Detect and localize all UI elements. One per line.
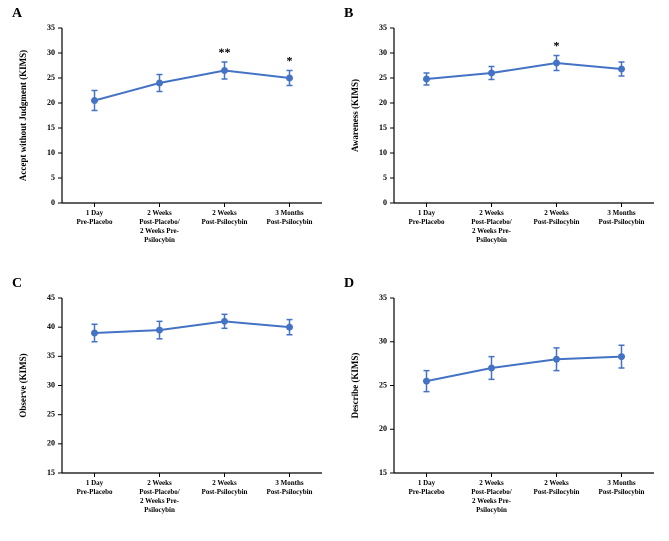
svg-text:15: 15 — [379, 468, 387, 477]
svg-text:25: 25 — [379, 73, 387, 82]
svg-text:20: 20 — [379, 424, 387, 433]
svg-text:Post-Placebo/: Post-Placebo/ — [471, 488, 512, 496]
panel-label-d: D — [344, 276, 354, 292]
svg-text:5: 5 — [383, 173, 387, 182]
svg-text:15: 15 — [47, 468, 55, 477]
svg-text:Post-Psilocybin: Post-Psilocybin — [267, 218, 313, 226]
svg-text:1 Day: 1 Day — [418, 209, 436, 217]
svg-text:2 Weeks Pre-: 2 Weeks Pre- — [140, 497, 180, 505]
svg-text:35: 35 — [379, 293, 387, 302]
svg-text:3 Months: 3 Months — [275, 479, 303, 487]
svg-text:*: * — [287, 54, 293, 68]
svg-text:15: 15 — [47, 123, 55, 132]
svg-text:Accept without Judgment (KIMS): Accept without Judgment (KIMS) — [18, 50, 28, 181]
svg-text:Post-Psilocybin: Post-Psilocybin — [202, 488, 248, 496]
svg-text:2 Weeks Pre-: 2 Weeks Pre- — [472, 497, 512, 505]
svg-text:0: 0 — [51, 198, 55, 207]
svg-text:Psilocybin: Psilocybin — [144, 506, 175, 514]
svg-text:Post-Psilocybin: Post-Psilocybin — [599, 488, 645, 496]
svg-text:30: 30 — [379, 337, 387, 346]
svg-text:Post-Psilocybin: Post-Psilocybin — [534, 218, 580, 226]
svg-text:Post-Psilocybin: Post-Psilocybin — [599, 218, 645, 226]
svg-text:Pre-Placebo: Pre-Placebo — [408, 488, 445, 496]
svg-text:**: ** — [219, 45, 231, 59]
svg-text:Post-Psilocybin: Post-Psilocybin — [202, 218, 248, 226]
svg-text:1 Day: 1 Day — [86, 479, 104, 487]
svg-text:Post-Placebo/: Post-Placebo/ — [139, 488, 180, 496]
svg-text:2 Weeks: 2 Weeks — [544, 209, 569, 217]
panel-d: 15202530351 DayPre-Placebo2 WeeksPost-Pl… — [344, 278, 664, 533]
svg-text:2 Weeks Pre-: 2 Weeks Pre- — [140, 227, 180, 235]
svg-text:20: 20 — [47, 439, 55, 448]
svg-text:Pre-Placebo: Pre-Placebo — [408, 218, 445, 226]
svg-text:2 Weeks: 2 Weeks — [479, 209, 504, 217]
svg-text:Pre-Placebo: Pre-Placebo — [76, 488, 113, 496]
svg-text:25: 25 — [47, 73, 55, 82]
svg-text:30: 30 — [47, 380, 55, 389]
svg-text:10: 10 — [47, 148, 55, 157]
svg-text:2 Weeks: 2 Weeks — [212, 479, 237, 487]
svg-text:3 Months: 3 Months — [607, 209, 635, 217]
svg-text:2 Weeks: 2 Weeks — [544, 479, 569, 487]
svg-text:Observe (KIMS): Observe (KIMS) — [18, 353, 28, 417]
svg-text:Psilocybin: Psilocybin — [476, 236, 507, 244]
svg-text:Psilocybin: Psilocybin — [144, 236, 175, 244]
svg-text:10: 10 — [379, 148, 387, 157]
svg-text:35: 35 — [379, 23, 387, 32]
svg-text:45: 45 — [47, 293, 55, 302]
svg-text:2 Weeks: 2 Weeks — [212, 209, 237, 217]
panel-a: 051015202530351 DayPre-Placebo2 WeeksPos… — [12, 8, 332, 263]
svg-text:Post-Placebo/: Post-Placebo/ — [471, 218, 512, 226]
svg-text:30: 30 — [47, 48, 55, 57]
svg-text:0: 0 — [383, 198, 387, 207]
panel-label-a: A — [12, 6, 22, 22]
panel-label-c: C — [12, 276, 22, 292]
panel-c: 152025303540451 DayPre-Placebo2 WeeksPos… — [12, 278, 332, 533]
svg-text:*: * — [554, 39, 560, 53]
svg-text:1 Day: 1 Day — [86, 209, 104, 217]
svg-text:Post-Psilocybin: Post-Psilocybin — [534, 488, 580, 496]
figure: 051015202530351 DayPre-Placebo2 WeeksPos… — [0, 0, 669, 541]
svg-text:1 Day: 1 Day — [418, 479, 436, 487]
svg-text:2 Weeks: 2 Weeks — [147, 479, 172, 487]
svg-text:Awareness (KIMS): Awareness (KIMS) — [350, 79, 360, 152]
panel-label-b: B — [344, 6, 353, 22]
svg-text:35: 35 — [47, 23, 55, 32]
svg-text:20: 20 — [47, 98, 55, 107]
svg-text:15: 15 — [379, 123, 387, 132]
svg-text:2 Weeks Pre-: 2 Weeks Pre- — [472, 227, 512, 235]
svg-text:5: 5 — [51, 173, 55, 182]
svg-text:Post-Psilocybin: Post-Psilocybin — [267, 488, 313, 496]
svg-text:40: 40 — [47, 322, 55, 331]
svg-text:30: 30 — [379, 48, 387, 57]
panel-b: 051015202530351 DayPre-Placebo2 WeeksPos… — [344, 8, 664, 263]
svg-text:35: 35 — [47, 351, 55, 360]
svg-text:20: 20 — [379, 98, 387, 107]
svg-text:2 Weeks: 2 Weeks — [479, 479, 504, 487]
svg-text:Psilocybin: Psilocybin — [476, 506, 507, 514]
svg-text:25: 25 — [47, 409, 55, 418]
svg-text:Describe (KIMS): Describe (KIMS) — [350, 353, 360, 419]
svg-text:25: 25 — [379, 380, 387, 389]
svg-text:Pre-Placebo: Pre-Placebo — [76, 218, 113, 226]
svg-text:3 Months: 3 Months — [275, 209, 303, 217]
svg-text:2 Weeks: 2 Weeks — [147, 209, 172, 217]
svg-text:Post-Placebo/: Post-Placebo/ — [139, 218, 180, 226]
svg-text:3 Months: 3 Months — [607, 479, 635, 487]
